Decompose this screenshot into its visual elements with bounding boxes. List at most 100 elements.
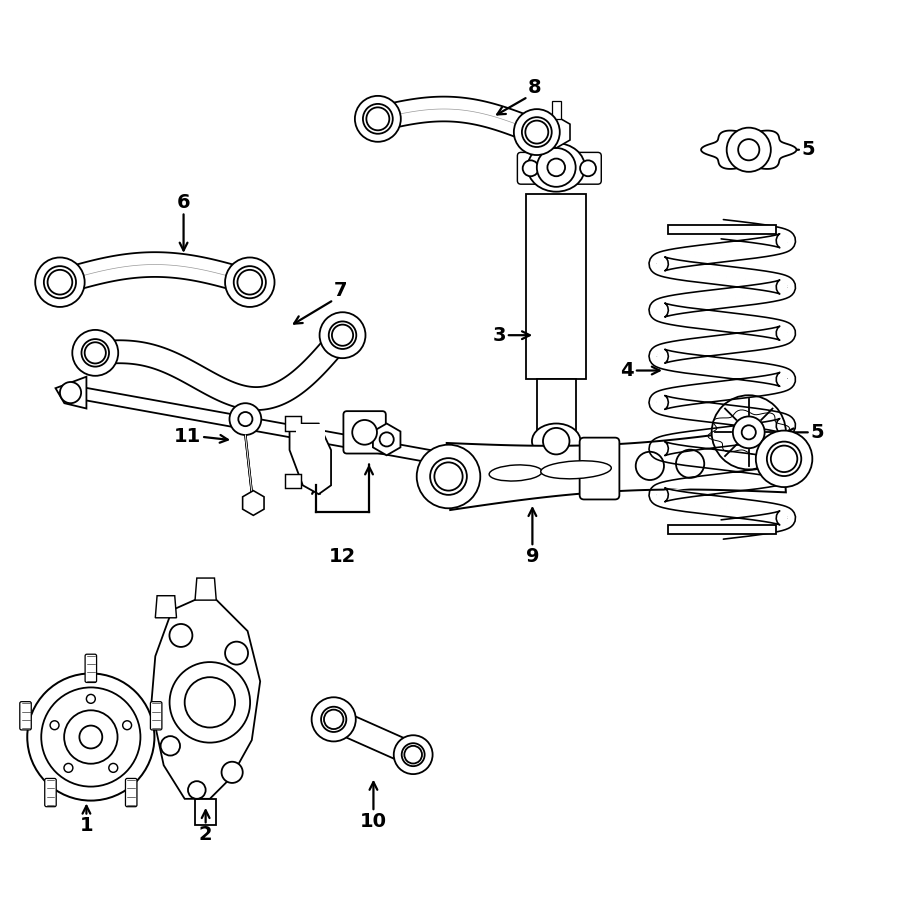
Text: 10: 10 xyxy=(360,812,387,831)
Polygon shape xyxy=(658,256,667,277)
Polygon shape xyxy=(329,709,418,765)
Polygon shape xyxy=(707,382,716,403)
Circle shape xyxy=(738,140,760,160)
Circle shape xyxy=(234,266,266,298)
Polygon shape xyxy=(676,398,684,419)
FancyBboxPatch shape xyxy=(579,437,620,500)
Polygon shape xyxy=(679,445,688,466)
FancyBboxPatch shape xyxy=(45,778,57,806)
Polygon shape xyxy=(666,304,675,326)
Polygon shape xyxy=(290,424,331,494)
Polygon shape xyxy=(774,511,782,532)
Polygon shape xyxy=(777,281,795,294)
Polygon shape xyxy=(762,224,771,246)
Polygon shape xyxy=(705,336,713,357)
Circle shape xyxy=(756,430,813,487)
Polygon shape xyxy=(668,489,676,510)
Circle shape xyxy=(188,781,205,799)
Polygon shape xyxy=(775,470,797,474)
Polygon shape xyxy=(752,222,761,244)
Polygon shape xyxy=(744,267,753,290)
Polygon shape xyxy=(766,374,774,395)
Polygon shape xyxy=(447,426,786,510)
Polygon shape xyxy=(663,434,671,455)
Polygon shape xyxy=(678,352,686,374)
Polygon shape xyxy=(753,284,761,305)
Polygon shape xyxy=(706,263,715,285)
Polygon shape xyxy=(777,458,786,480)
Text: 1: 1 xyxy=(80,816,93,835)
Polygon shape xyxy=(667,396,675,418)
Polygon shape xyxy=(649,351,668,363)
Polygon shape xyxy=(770,235,778,256)
Circle shape xyxy=(170,662,250,742)
Polygon shape xyxy=(435,450,462,468)
Polygon shape xyxy=(656,391,666,410)
Polygon shape xyxy=(779,460,788,480)
Polygon shape xyxy=(738,498,747,519)
Polygon shape xyxy=(673,258,681,280)
Polygon shape xyxy=(700,262,708,284)
Polygon shape xyxy=(771,226,779,248)
Polygon shape xyxy=(684,384,692,406)
Text: 4: 4 xyxy=(621,361,634,380)
Polygon shape xyxy=(753,454,761,475)
Polygon shape xyxy=(777,371,794,386)
Polygon shape xyxy=(778,416,792,433)
Polygon shape xyxy=(778,412,787,434)
Polygon shape xyxy=(729,312,738,334)
Polygon shape xyxy=(778,367,788,387)
Polygon shape xyxy=(721,450,730,472)
Polygon shape xyxy=(76,386,445,465)
Polygon shape xyxy=(666,442,674,464)
Polygon shape xyxy=(682,399,690,420)
Polygon shape xyxy=(649,491,668,500)
Circle shape xyxy=(324,709,344,729)
Circle shape xyxy=(86,695,95,703)
Polygon shape xyxy=(665,249,673,270)
Polygon shape xyxy=(729,425,738,446)
Polygon shape xyxy=(720,380,729,401)
Polygon shape xyxy=(662,388,670,410)
Circle shape xyxy=(35,257,84,307)
Polygon shape xyxy=(673,479,681,500)
Circle shape xyxy=(64,763,73,772)
Polygon shape xyxy=(718,403,727,425)
Polygon shape xyxy=(739,359,748,382)
Circle shape xyxy=(353,420,377,445)
Polygon shape xyxy=(738,267,746,289)
Polygon shape xyxy=(658,487,667,508)
Polygon shape xyxy=(649,396,668,408)
Circle shape xyxy=(543,428,570,454)
Circle shape xyxy=(405,746,422,763)
Polygon shape xyxy=(762,513,771,535)
Polygon shape xyxy=(770,465,777,487)
Polygon shape xyxy=(684,446,693,467)
Polygon shape xyxy=(656,348,666,368)
Polygon shape xyxy=(659,297,668,318)
Circle shape xyxy=(50,721,59,730)
Polygon shape xyxy=(774,227,782,248)
Polygon shape xyxy=(779,323,791,341)
Polygon shape xyxy=(777,418,786,438)
Polygon shape xyxy=(776,328,795,338)
Polygon shape xyxy=(652,485,666,502)
Polygon shape xyxy=(726,497,735,518)
Polygon shape xyxy=(693,475,702,497)
Polygon shape xyxy=(774,280,782,302)
Polygon shape xyxy=(660,302,668,324)
Polygon shape xyxy=(728,286,737,308)
Polygon shape xyxy=(756,375,765,397)
Polygon shape xyxy=(743,331,752,353)
Polygon shape xyxy=(692,400,701,422)
Polygon shape xyxy=(776,464,784,485)
Circle shape xyxy=(123,721,132,730)
Circle shape xyxy=(185,677,235,727)
Polygon shape xyxy=(776,329,796,338)
Polygon shape xyxy=(672,340,680,362)
Polygon shape xyxy=(741,285,749,307)
Polygon shape xyxy=(779,279,788,299)
Polygon shape xyxy=(755,468,763,490)
Polygon shape xyxy=(718,334,727,356)
Polygon shape xyxy=(744,469,753,491)
